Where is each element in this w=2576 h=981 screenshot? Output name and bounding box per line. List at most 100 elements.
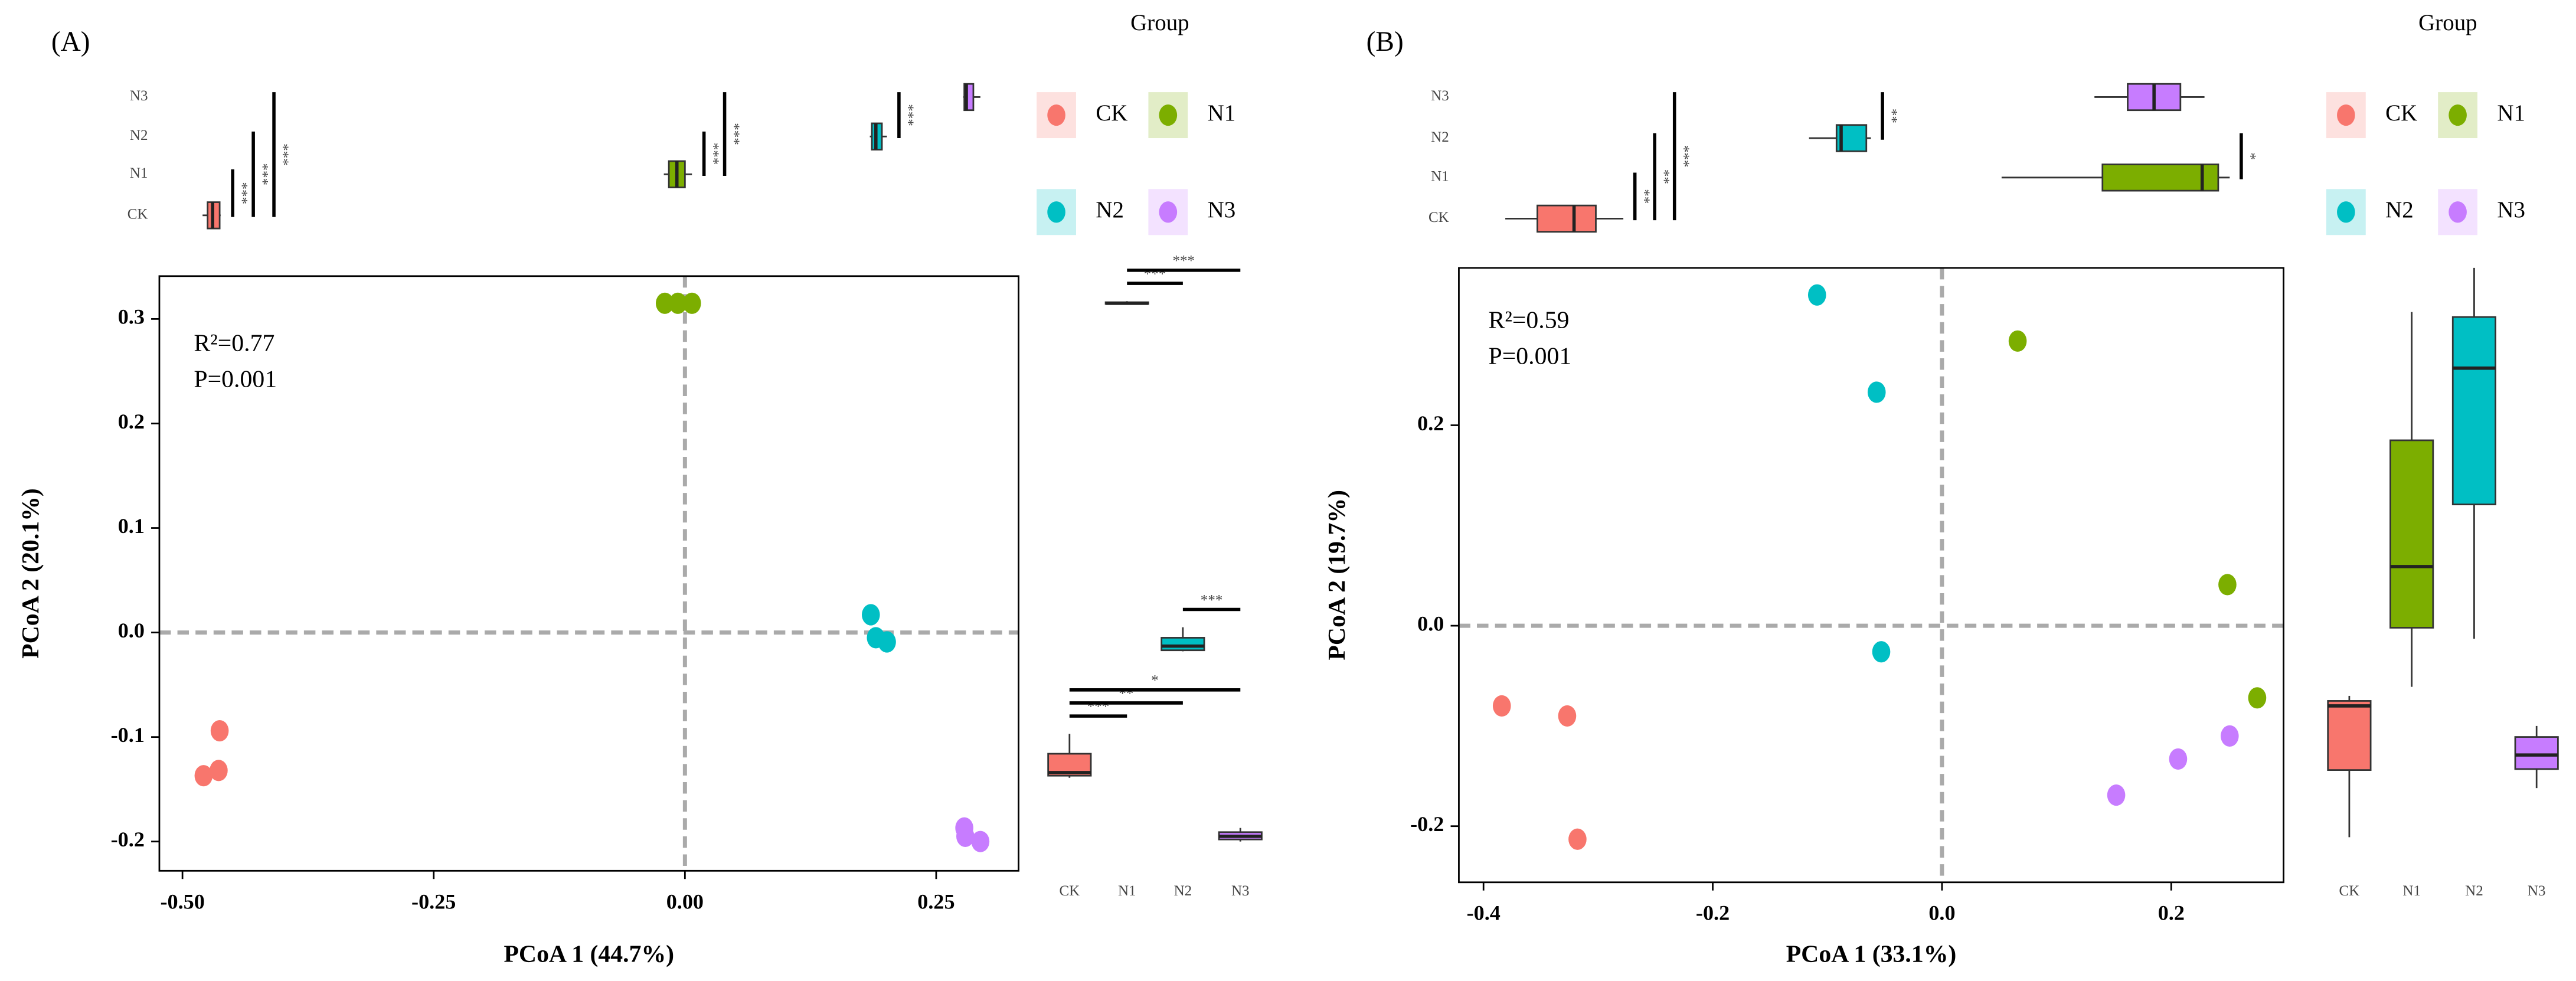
point (2008, 330, 2027, 352)
col-label: CK (1059, 883, 1080, 899)
y-tick-label: -0.2 (1410, 812, 1444, 836)
significance-label: *** (726, 123, 742, 145)
significance-label: *** (275, 143, 291, 166)
x-tick-label: -0.25 (411, 890, 456, 913)
stat-annotation: R²=0.59 (1489, 306, 1570, 333)
x-tick-label: -0.50 (160, 890, 204, 913)
point (194, 765, 213, 787)
y-tick-label: 0.0 (118, 619, 145, 642)
point (1568, 828, 1587, 850)
significance-label: * (1151, 673, 1159, 689)
significance-label: *** (254, 163, 270, 185)
point (2218, 574, 2237, 596)
point (1867, 381, 1886, 403)
point (861, 604, 880, 626)
point (1558, 705, 1577, 727)
significance-label: ** (1884, 109, 1900, 123)
legend-marker (1047, 201, 1065, 223)
row-label: N3 (1431, 88, 1449, 104)
point (669, 292, 687, 314)
point (210, 760, 228, 781)
row-label: N1 (1431, 169, 1449, 185)
point (655, 292, 674, 314)
point (878, 631, 896, 653)
y-axis-label: PCoA 2 (19.7%) (1323, 490, 1351, 660)
stat-annotation: R²=0.77 (194, 329, 274, 357)
plot-frame (158, 275, 1019, 872)
plot-frame (1458, 267, 2284, 884)
point (2169, 748, 2188, 770)
legend-label: N3 (2497, 197, 2525, 223)
box (1537, 204, 1597, 233)
point (1872, 641, 1891, 663)
x-tick-label: 0.25 (917, 890, 954, 913)
col-label: N2 (1174, 883, 1192, 899)
row-label: N1 (130, 165, 148, 181)
point (682, 292, 701, 314)
x-tick-label: 0.2 (2158, 901, 2185, 925)
significance-label: * (2242, 152, 2258, 160)
significance-label: *** (1144, 266, 1166, 282)
row-label: N2 (1431, 129, 1449, 145)
legend-label: N3 (1208, 197, 1236, 223)
x-tick-label: -0.2 (1696, 901, 1730, 925)
y-tick-label: -0.1 (111, 723, 145, 747)
significance-label: ** (1656, 169, 1672, 184)
stat-annotation: P=0.001 (1489, 343, 1572, 370)
point (2107, 784, 2126, 806)
significance-label: *** (1676, 145, 1692, 168)
legend-label: CK (1096, 100, 1127, 126)
box (1160, 637, 1205, 652)
col-label: N1 (1118, 883, 1136, 899)
legend-label: N2 (1096, 197, 1124, 223)
legend-label: CK (2385, 100, 2417, 126)
significance-label: *** (1087, 699, 1110, 715)
significance-label: ** (1119, 686, 1133, 702)
legend-marker (1159, 104, 1178, 126)
box (2389, 439, 2434, 629)
col-label: N1 (2402, 883, 2421, 899)
y-tick-label: 0.1 (118, 514, 145, 538)
x-tick-label: -0.4 (1467, 901, 1501, 925)
legend-title: Group (1130, 10, 1189, 35)
x-tick-label: 0.0 (1928, 901, 1955, 925)
legend-marker (2448, 104, 2467, 126)
col-label: N3 (2528, 883, 2546, 899)
legend-marker (2337, 201, 2355, 223)
y-axis-label: PCoA 2 (20.1%) (17, 488, 44, 659)
significance-label: *** (705, 143, 721, 165)
point (210, 720, 229, 742)
y-tick-label: 0.2 (118, 410, 145, 433)
box (2514, 736, 2559, 770)
legend-title: Group (2418, 10, 2477, 35)
point (956, 825, 975, 847)
row-label: CK (1428, 210, 1449, 225)
legend-label: N1 (2497, 100, 2525, 126)
legend-marker (2337, 104, 2355, 126)
y-tick-label: 0.3 (118, 305, 145, 329)
box (2451, 316, 2497, 506)
y-tick-label: 0.0 (1417, 612, 1444, 635)
y-tick-label: 0.2 (1417, 411, 1444, 435)
legend-label: N1 (1208, 100, 1236, 126)
significance-label: *** (234, 182, 250, 204)
legend-marker (1159, 201, 1178, 223)
col-label: CK (2339, 883, 2360, 899)
stat-annotation: P=0.001 (194, 365, 277, 393)
panel-label: (A) (51, 27, 90, 57)
box (2327, 700, 2372, 771)
y-tick-label: -0.2 (111, 828, 145, 851)
point (971, 830, 990, 852)
panel-label: (B) (1367, 27, 1404, 57)
col-label: N3 (1231, 883, 1250, 899)
significance-label: *** (900, 104, 916, 126)
x-axis-label: PCoA 1 (44.7%) (504, 941, 674, 968)
row-label: N2 (130, 127, 148, 143)
legend-marker (1047, 104, 1065, 126)
point (1492, 695, 1511, 717)
col-label: N2 (2465, 883, 2483, 899)
box (2101, 164, 2219, 192)
x-tick-label: 0.00 (666, 890, 704, 913)
legend-marker (2448, 201, 2467, 223)
